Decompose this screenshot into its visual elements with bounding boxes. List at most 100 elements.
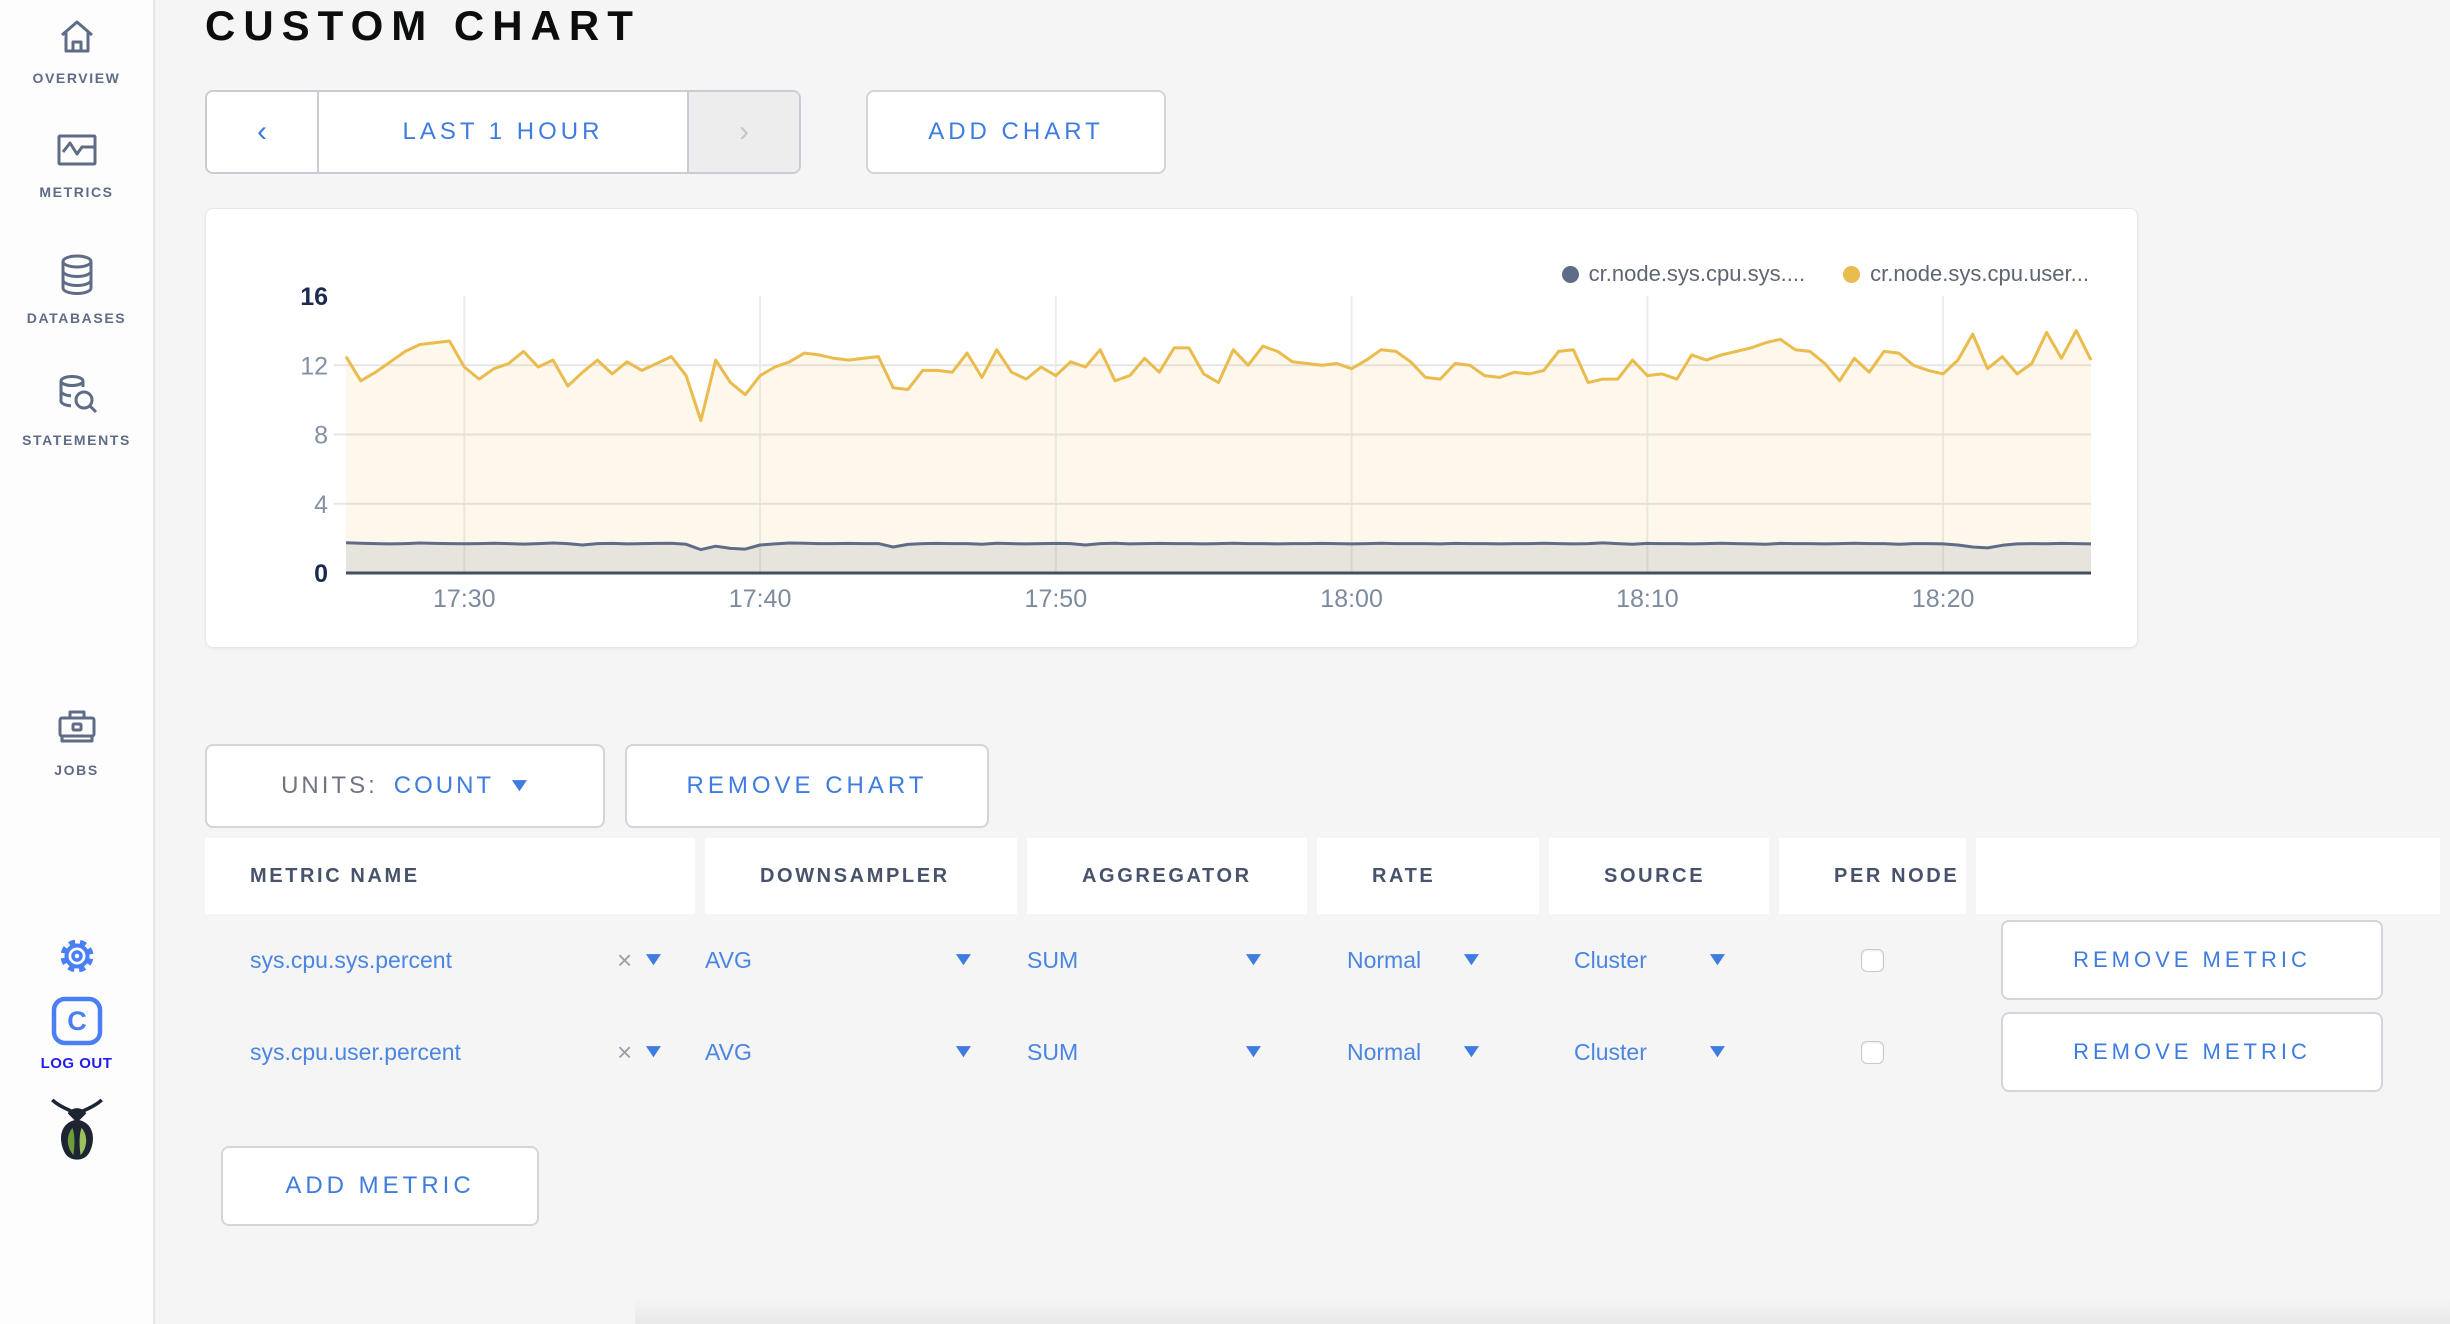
source-dropdown[interactable]: Cluster ▼ (1574, 1038, 1731, 1065)
logout-label: LOG OUT (40, 1055, 113, 1072)
remove-metric-button[interactable]: REMOVE METRIC (2001, 1012, 2383, 1092)
svg-text:8: 8 (314, 422, 328, 450)
aggregator-dropdown[interactable]: SUM ▼ (1027, 1038, 1267, 1065)
metric-clear-dropdown[interactable]: × ▼ (617, 944, 667, 976)
metric-name-value[interactable]: sys.cpu.sys.percent (250, 946, 452, 973)
add-chart-button[interactable]: ADD CHART (866, 90, 1166, 174)
time-range-next-button[interactable]: › (687, 92, 799, 172)
timeseries-chart: 0 4 8 12 16 17:30 17:40 17:50 18:00 18:10 18:20 (206, 209, 2137, 647)
chevron-down-icon: ▼ (506, 775, 533, 796)
svg-text:0: 0 (314, 560, 328, 588)
sidebar-item-statements[interactable]: STATEMENTS (0, 372, 153, 448)
svg-text:17:30: 17:30 (433, 585, 496, 613)
rate-dropdown[interactable]: Normal ▼ (1347, 1038, 1485, 1065)
legend-label: cr.node.sys.cpu.user... (1870, 261, 2089, 286)
svg-text:18:10: 18:10 (1616, 585, 1679, 613)
header-actions (1976, 838, 2440, 914)
add-metric-button[interactable]: ADD METRIC (221, 1146, 539, 1226)
database-search-icon (53, 375, 101, 424)
chevron-left-icon: ‹ (257, 115, 267, 148)
sidebar-item-label: STATEMENTS (22, 432, 131, 448)
chevron-down-icon: ▼ (1704, 1041, 1731, 1062)
legend-dot-icon (1843, 265, 1861, 283)
gear-icon (49, 939, 105, 988)
chevron-right-icon: › (739, 115, 749, 148)
header-downsampler: DOWNSAMPLER (705, 838, 1017, 914)
svg-text:12: 12 (300, 352, 328, 380)
metrics-table: METRIC NAME DOWNSAMPLER AGGREGATOR RATE … (205, 838, 2440, 1098)
database-icon (54, 254, 100, 302)
metrics-table-header: METRIC NAME DOWNSAMPLER AGGREGATOR RATE … (205, 838, 2440, 914)
remove-chart-button[interactable]: REMOVE CHART (625, 744, 989, 828)
legend-item[interactable]: cr.node.sys.cpu.user... (1843, 261, 2089, 287)
chevron-down-icon: ▼ (1240, 1041, 1267, 1062)
cockroach-c-icon: C (50, 996, 104, 1050)
clear-x-icon[interactable]: × (617, 1036, 633, 1067)
time-range-selector: ‹ LAST 1 HOUR › (205, 90, 801, 174)
chevron-down-icon: ▼ (1458, 1041, 1485, 1062)
time-range-prev-button[interactable]: ‹ (207, 92, 319, 172)
chevron-down-icon: ▼ (1704, 949, 1731, 970)
sidebar-item-label: METRICS (39, 184, 114, 200)
header-rate: RATE (1317, 838, 1539, 914)
table-row: sys.cpu.user.percent × ▼ AVG ▼ SUM ▼ Nor… (205, 1006, 2440, 1098)
rate-dropdown[interactable]: Normal ▼ (1347, 946, 1485, 973)
main-content: CUSTOM CHART ‹ LAST 1 HOUR › ADD CHART 0… (155, 0, 2450, 1324)
remove-metric-button[interactable]: REMOVE METRIC (2001, 920, 2383, 1000)
chart-panel: 0 4 8 12 16 17:30 17:40 17:50 18:00 18:10 18:20 cr… (205, 208, 2138, 648)
page-title: CUSTOM CHART (205, 2, 641, 49)
units-value: COUNT (393, 772, 495, 799)
chevron-down-icon: ▼ (640, 949, 667, 970)
downsampler-dropdown[interactable]: AVG ▼ (705, 946, 977, 973)
chart-legend: cr.node.sys.cpu.sys.... cr.node.sys.cpu.u… (1561, 261, 2089, 287)
home-icon (54, 20, 100, 62)
header-per-node: PER NODE (1779, 838, 1966, 914)
legend-item[interactable]: cr.node.sys.cpu.sys.... (1561, 261, 1806, 287)
units-label: UNITS: (281, 772, 378, 799)
svg-text:18:00: 18:00 (1320, 585, 1383, 613)
sidebar-item-label: OVERVIEW (32, 70, 121, 86)
settings-button[interactable] (0, 928, 153, 989)
metric-name-value[interactable]: sys.cpu.user.percent (250, 1038, 461, 1065)
briefcase-icon (53, 710, 101, 754)
chevron-down-icon: ▼ (950, 1041, 977, 1062)
downsampler-dropdown[interactable]: AVG ▼ (705, 1038, 977, 1065)
per-node-checkbox[interactable] (1861, 948, 1884, 972)
chevron-down-icon: ▼ (1240, 949, 1267, 970)
cockroachdb-logo (0, 1096, 153, 1177)
sidebar-item-jobs[interactable]: JOBS (0, 704, 153, 778)
header-source: SOURCE (1549, 838, 1769, 914)
svg-text:17:40: 17:40 (729, 585, 792, 613)
svg-text:C: C (67, 1006, 87, 1036)
aggregator-dropdown[interactable]: SUM ▼ (1027, 946, 1267, 973)
header-aggregator: AGGREGATOR (1027, 838, 1307, 914)
chevron-down-icon: ▼ (1458, 949, 1485, 970)
line-chart-icon (54, 134, 100, 176)
table-row: sys.cpu.sys.percent × ▼ AVG ▼ SUM ▼ Norm… (205, 914, 2440, 1006)
sidebar-item-label: JOBS (54, 762, 99, 778)
header-metric-name: METRIC NAME (205, 838, 695, 914)
units-dropdown[interactable]: UNITS: COUNT ▼ (205, 744, 605, 828)
logout-button[interactable]: C LOG OUT (0, 996, 153, 1072)
cockroach-bug-icon (44, 1098, 110, 1176)
legend-label: cr.node.sys.cpu.sys.... (1588, 261, 1806, 286)
svg-text:18:20: 18:20 (1912, 585, 1975, 613)
sidebar-item-label: DATABASES (26, 310, 127, 326)
legend-dot-icon (1561, 265, 1579, 283)
sidebar: OVERVIEW METRICS DATABASES (0, 0, 155, 1324)
sidebar-item-metrics[interactable]: METRICS (0, 128, 153, 200)
chart-svg: 0 4 8 12 16 17:30 17:40 17:50 18:00 18:10 18:20 (300, 283, 2093, 613)
svg-text:16: 16 (300, 283, 328, 311)
svg-text:4: 4 (314, 491, 328, 519)
svg-text:17:50: 17:50 (1025, 585, 1088, 613)
time-range-label[interactable]: LAST 1 HOUR (319, 92, 687, 172)
clear-x-icon[interactable]: × (617, 944, 633, 975)
per-node-checkbox[interactable] (1861, 1040, 1884, 1064)
chevron-down-icon: ▼ (640, 1041, 667, 1062)
metric-clear-dropdown[interactable]: × ▼ (617, 1036, 667, 1068)
bottom-scroll-shadow (635, 1298, 2450, 1324)
sidebar-item-databases[interactable]: DATABASES (0, 252, 153, 326)
source-dropdown[interactable]: Cluster ▼ (1574, 946, 1731, 973)
sidebar-item-overview[interactable]: OVERVIEW (0, 14, 153, 86)
chevron-down-icon: ▼ (950, 949, 977, 970)
